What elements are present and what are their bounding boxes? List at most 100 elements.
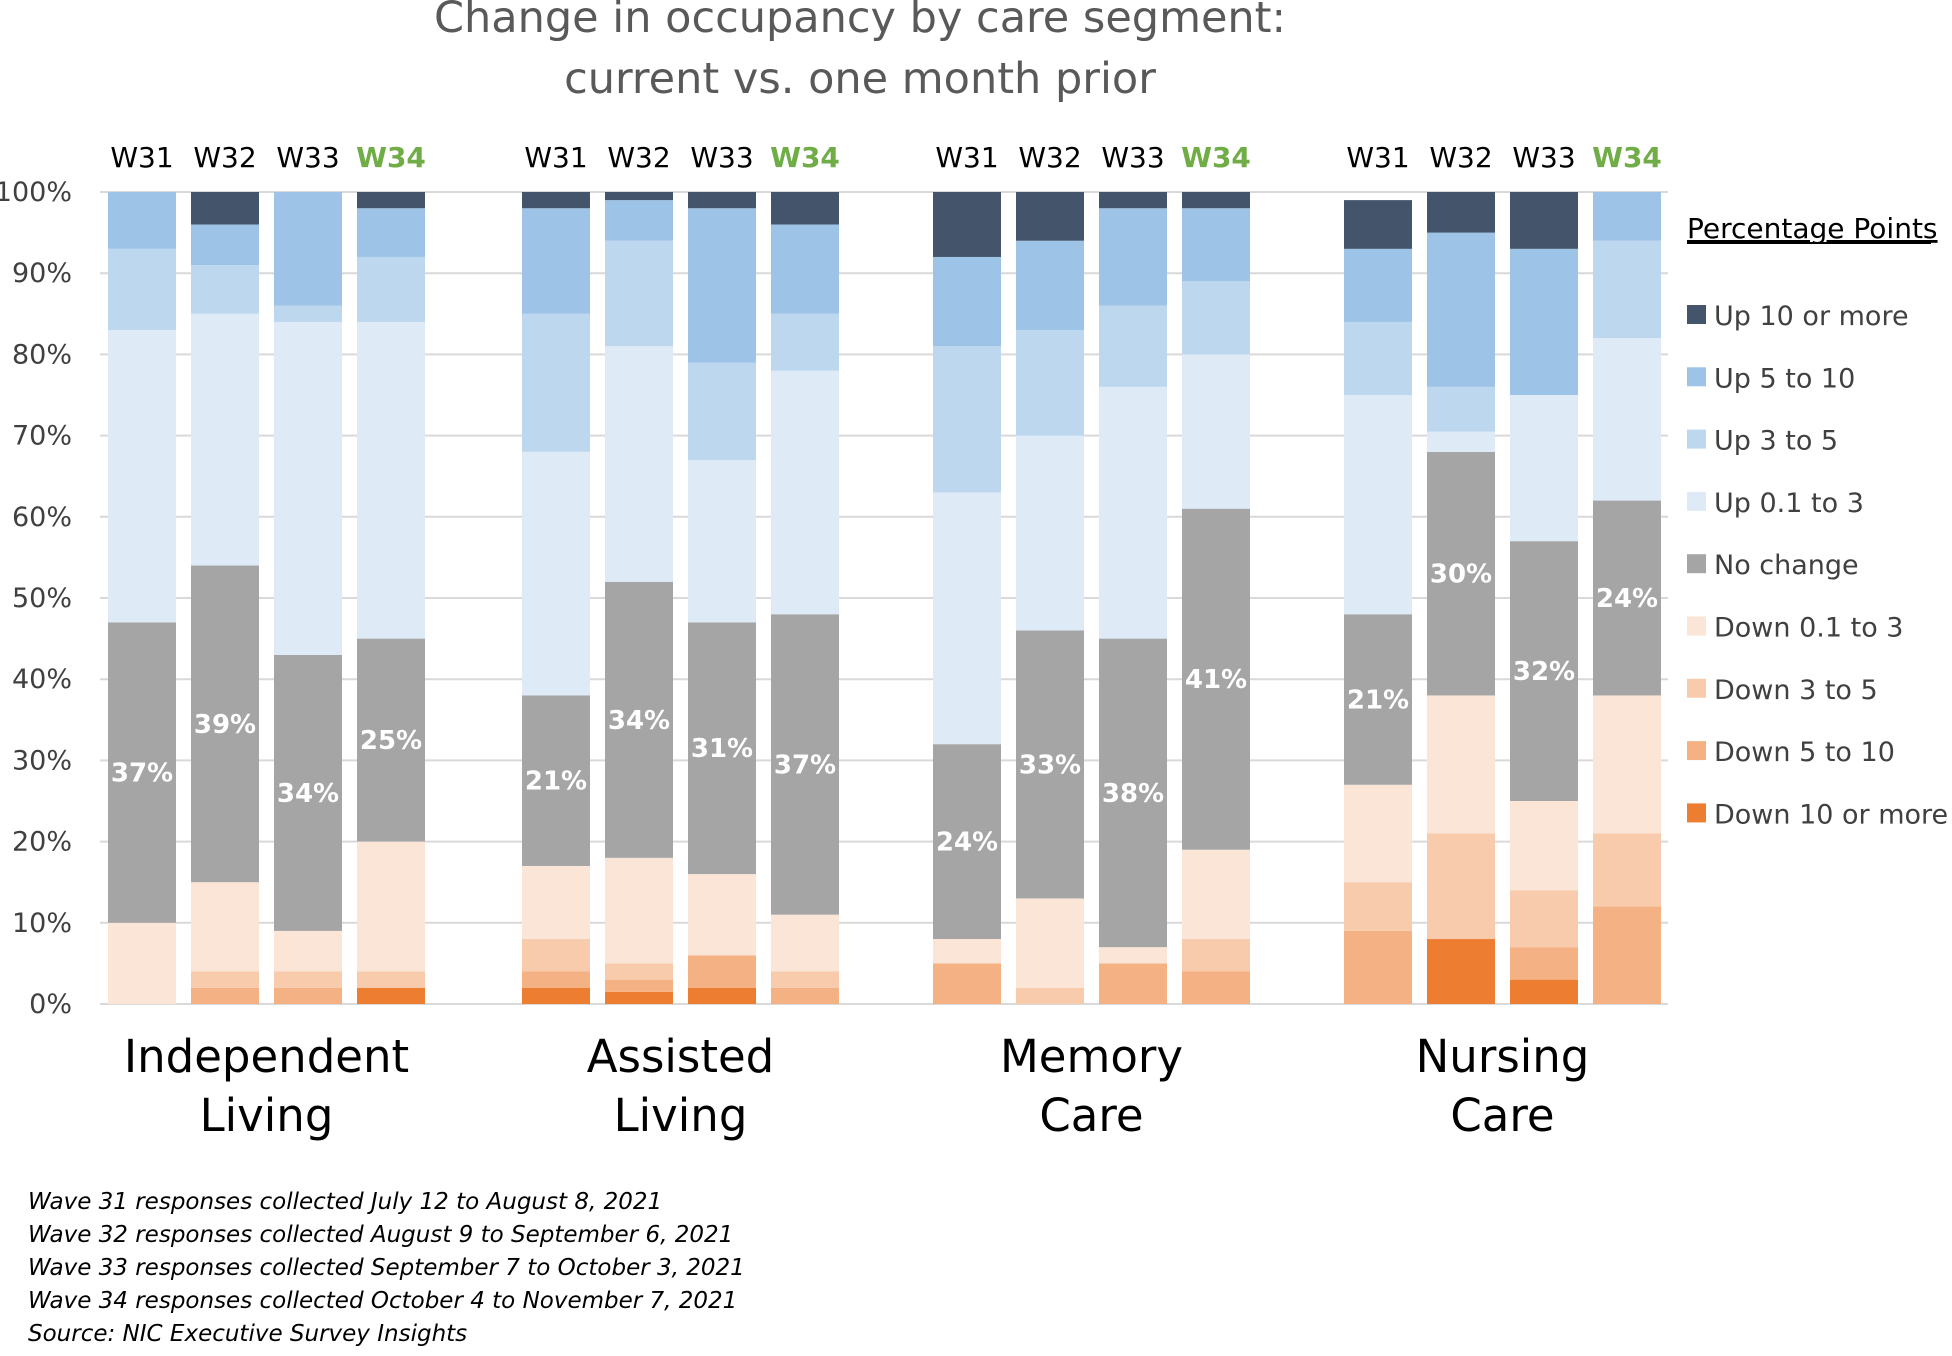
bar-segment-down3 — [1427, 833, 1495, 940]
bar-segment-up5 — [933, 256, 1001, 347]
bar-segment-up5 — [1427, 232, 1495, 387]
bar-segment-nochange — [1344, 614, 1412, 785]
bar-segment-up10 — [191, 192, 259, 225]
bar-segment-up10 — [688, 192, 756, 209]
legend-swatch-nochange — [1687, 554, 1706, 574]
bar-segment-down10 — [1427, 939, 1495, 1004]
segment-group: W31 21% W32 34% W33 31% W34 37% Assisted Living — [522, 141, 840, 1142]
bar-segment-up10 — [522, 192, 590, 209]
wave-label: W32 — [1429, 141, 1492, 174]
segment-name: Care — [1450, 1089, 1554, 1142]
bar-segment-down3 — [522, 939, 590, 972]
bar-segment-up01 — [1510, 395, 1578, 542]
bar-segment-up01 — [1427, 431, 1495, 452]
bar-segment-down01 — [274, 930, 342, 972]
legend-label-nochange: No change — [1714, 550, 1859, 581]
no-change-data-label: 34% — [608, 706, 670, 736]
legend-label-up01: Up 0.1 to 3 — [1714, 488, 1864, 519]
wave-label: W32 — [607, 141, 670, 174]
bar-segment-up3 — [933, 346, 1001, 493]
bar-segment-nochange — [605, 581, 673, 858]
bar-segment-up3 — [771, 313, 839, 371]
bar-segment-down01 — [1427, 695, 1495, 834]
bar-segment-up10 — [1016, 192, 1084, 241]
legend-swatch-down3 — [1687, 678, 1706, 698]
bar-segment-down01 — [1593, 695, 1661, 834]
bar-segment-down10 — [605, 991, 673, 1004]
bar-segment-down01 — [1510, 801, 1578, 891]
bar-segment-down3 — [1182, 939, 1250, 972]
bar-segment-down5 — [1099, 963, 1167, 1004]
wave-label: W31 — [110, 141, 173, 174]
segment-name: Living — [614, 1089, 748, 1142]
wave-label: W33 — [1512, 141, 1575, 174]
y-tick-label: 60% — [12, 502, 72, 533]
bar-segment-down01 — [771, 914, 839, 972]
y-tick-label: 80% — [12, 339, 72, 370]
segment-name: Assisted — [587, 1030, 775, 1083]
legend-title: Percentage Points — [1687, 212, 1938, 245]
bar-segment-up01 — [522, 451, 590, 696]
legend-swatch-down01 — [1687, 616, 1706, 636]
bar-segment-down3 — [357, 971, 425, 988]
bar-segment-up3 — [357, 256, 425, 322]
bar-segment-up3 — [108, 248, 176, 331]
segment-name: Memory — [1000, 1030, 1183, 1083]
no-change-data-label: 33% — [1019, 750, 1081, 780]
bar-segment-up01 — [688, 459, 756, 623]
bar-segment-up10 — [933, 192, 1001, 257]
footnotes: Wave 31 responses collected July 12 to A… — [28, 1186, 745, 1351]
wave-label: W32 — [193, 141, 256, 174]
y-tick-label: 0% — [29, 989, 72, 1020]
bar-segment-up5 — [688, 208, 756, 363]
bar-segment-up01 — [605, 346, 673, 582]
bar-segment-up01 — [933, 492, 1001, 745]
bar-segment-up3 — [688, 362, 756, 460]
bar-segment-down01 — [191, 882, 259, 972]
bar-segment-up01 — [1344, 395, 1412, 615]
bar-segment-down01 — [522, 865, 590, 940]
wave-label: W31 — [1346, 141, 1409, 174]
bar-segment-down5 — [1510, 947, 1578, 980]
bar-segment-nochange — [1510, 541, 1578, 801]
bar-segment-nochange — [1593, 500, 1661, 696]
bar-segment-down5 — [605, 979, 673, 992]
bar-segment-nochange — [108, 622, 176, 923]
no-change-data-label: 24% — [936, 828, 998, 858]
no-change-data-label: 21% — [525, 767, 587, 797]
no-change-data-label: 37% — [111, 759, 173, 789]
bar-segment-down5 — [1593, 906, 1661, 1004]
bar-segment-up3 — [522, 313, 590, 452]
wave-label: W34 — [1181, 141, 1251, 174]
bar-segment-down5 — [1344, 930, 1412, 1004]
bar-segment-down5 — [274, 987, 342, 1004]
bar-segment-up3 — [1344, 321, 1412, 395]
segment-group: W31 24% W32 33% W33 38% W34 41% Memory Care — [933, 141, 1251, 1142]
bar-segment-up5 — [1510, 248, 1578, 395]
wave-label: W31 — [935, 141, 998, 174]
legend-label-down01: Down 0.1 to 3 — [1714, 613, 1903, 644]
bar-segment-down01 — [605, 857, 673, 964]
wave-label: W34 — [1592, 141, 1662, 174]
wave-label: W31 — [524, 141, 587, 174]
segment-name: Nursing — [1416, 1030, 1590, 1083]
bar-segment-down3 — [771, 971, 839, 988]
y-tick-label: 90% — [12, 258, 72, 289]
bar-segment-down5 — [688, 955, 756, 988]
legend-label-up10: Up 10 or more — [1714, 301, 1909, 332]
segment-group: W31 37% W32 39% W33 34% W34 25% Independent Livin… — [108, 141, 426, 1142]
bar-segment-nochange — [191, 565, 259, 883]
bar-segment-up5 — [1593, 192, 1661, 241]
footnote-source: Source: NIC Executive Survey Insights — [28, 1321, 468, 1347]
bar-segment-up01 — [357, 321, 425, 639]
bar-segment-up3 — [1427, 386, 1495, 432]
no-change-data-label: 21% — [1347, 686, 1409, 716]
no-change-data-label: 25% — [360, 726, 422, 756]
bar-segment-up5 — [191, 224, 259, 266]
bar-segment-down3 — [1593, 833, 1661, 907]
bar-segment-up5 — [1182, 208, 1250, 282]
bar-segment-up01 — [108, 330, 176, 623]
footnote-wave-32: Wave 32 responses collected August 9 to … — [28, 1222, 734, 1248]
bar-segment-up5 — [771, 224, 839, 314]
bar-segment-up01 — [1099, 386, 1167, 639]
